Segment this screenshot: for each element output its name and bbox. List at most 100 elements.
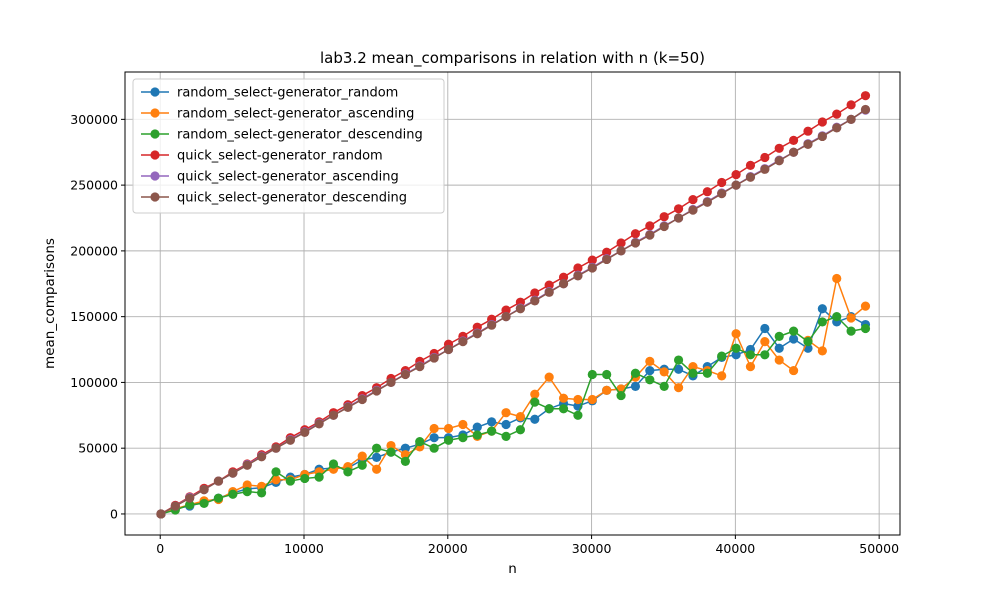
data-point bbox=[846, 114, 856, 124]
data-point bbox=[832, 273, 842, 284]
data-point bbox=[645, 375, 655, 385]
legend-marker bbox=[150, 87, 160, 97]
data-point bbox=[645, 356, 655, 366]
data-point bbox=[386, 377, 396, 388]
x-tick-label: 10000 bbox=[284, 541, 324, 556]
y-tick-label: 0 bbox=[110, 506, 118, 521]
data-point bbox=[630, 238, 641, 248]
data-point bbox=[645, 230, 655, 240]
data-point bbox=[515, 425, 526, 435]
data-point bbox=[314, 472, 324, 482]
data-point bbox=[673, 383, 684, 393]
data-point bbox=[616, 246, 626, 256]
data-point bbox=[501, 419, 511, 430]
data-point bbox=[788, 326, 799, 336]
chart-title: lab3.2 mean_comparisons in relation with… bbox=[320, 49, 705, 68]
data-point bbox=[832, 312, 842, 322]
data-point bbox=[199, 485, 209, 495]
axis-ticks: 0 10000 20000 30000 40000 50000 0 50000 100000 15… bbox=[70, 112, 899, 556]
data-point bbox=[745, 362, 756, 372]
legend-label: random_select-generator_ascending bbox=[177, 107, 414, 122]
data-point bbox=[372, 464, 382, 474]
data-point bbox=[774, 156, 784, 166]
data-point bbox=[788, 334, 799, 344]
data-point bbox=[688, 205, 698, 215]
data-point bbox=[515, 304, 526, 314]
data-point bbox=[587, 255, 597, 265]
data-point bbox=[860, 104, 871, 115]
data-point bbox=[285, 435, 295, 445]
legend-entry: quick_select-generator_descending bbox=[141, 191, 407, 206]
data-point bbox=[817, 304, 827, 314]
data-point bbox=[199, 498, 209, 509]
data-point bbox=[544, 372, 554, 382]
data-point bbox=[832, 109, 842, 119]
data-point bbox=[357, 451, 367, 461]
data-point bbox=[429, 353, 439, 363]
data-point bbox=[185, 500, 195, 510]
data-point bbox=[530, 389, 540, 399]
data-point bbox=[817, 317, 827, 327]
data-point bbox=[544, 280, 554, 290]
data-point bbox=[256, 452, 267, 462]
data-point bbox=[774, 331, 784, 341]
legend-entry: quick_select-generator_ascending bbox=[141, 170, 399, 185]
data-point bbox=[587, 369, 597, 380]
data-point bbox=[372, 386, 382, 396]
data-point bbox=[242, 480, 252, 490]
data-point bbox=[602, 385, 612, 395]
data-point bbox=[774, 355, 784, 365]
data-point bbox=[472, 430, 482, 440]
data-point bbox=[530, 397, 540, 407]
data-point bbox=[860, 323, 871, 334]
data-point bbox=[760, 350, 770, 360]
plot-series bbox=[156, 91, 871, 519]
data-point bbox=[487, 426, 497, 436]
data-point bbox=[343, 467, 353, 477]
legend-marker bbox=[150, 108, 160, 118]
legend-marker bbox=[150, 192, 160, 202]
legend-entry: random_select-generator_random bbox=[141, 86, 398, 101]
data-point bbox=[745, 350, 756, 360]
data-point bbox=[415, 437, 425, 447]
data-point bbox=[415, 362, 425, 372]
data-point bbox=[429, 443, 439, 453]
data-point bbox=[688, 368, 698, 378]
x-tick-label: 40000 bbox=[715, 541, 755, 556]
data-point bbox=[659, 381, 669, 391]
data-point bbox=[242, 460, 252, 470]
legend-box bbox=[132, 78, 445, 214]
legend-marker bbox=[150, 171, 160, 181]
data-point bbox=[242, 486, 252, 497]
data-point bbox=[616, 390, 626, 401]
data-point bbox=[328, 410, 339, 420]
data-point bbox=[271, 467, 281, 477]
data-point bbox=[587, 394, 597, 405]
data-point bbox=[558, 404, 569, 414]
data-point bbox=[817, 346, 827, 356]
data-point bbox=[328, 459, 339, 469]
data-point bbox=[645, 221, 655, 231]
data-point bbox=[487, 417, 497, 427]
data-point bbox=[602, 254, 612, 265]
data-point bbox=[673, 204, 684, 214]
data-point bbox=[803, 126, 813, 136]
data-point bbox=[717, 189, 727, 199]
data-point bbox=[429, 433, 439, 443]
data-point bbox=[817, 117, 827, 127]
data-point bbox=[357, 460, 367, 470]
data-point bbox=[659, 221, 669, 232]
data-point bbox=[400, 369, 410, 380]
data-point bbox=[458, 433, 468, 443]
plot-frame bbox=[124, 71, 901, 536]
data-point bbox=[501, 431, 511, 441]
data-point bbox=[688, 194, 698, 205]
y-tick-label: 250000 bbox=[70, 178, 118, 193]
data-point bbox=[846, 313, 856, 323]
data-point bbox=[760, 152, 770, 163]
y-tick-label: 300000 bbox=[70, 112, 118, 127]
data-point bbox=[271, 443, 281, 453]
data-point bbox=[515, 412, 526, 422]
data-point bbox=[717, 351, 727, 361]
